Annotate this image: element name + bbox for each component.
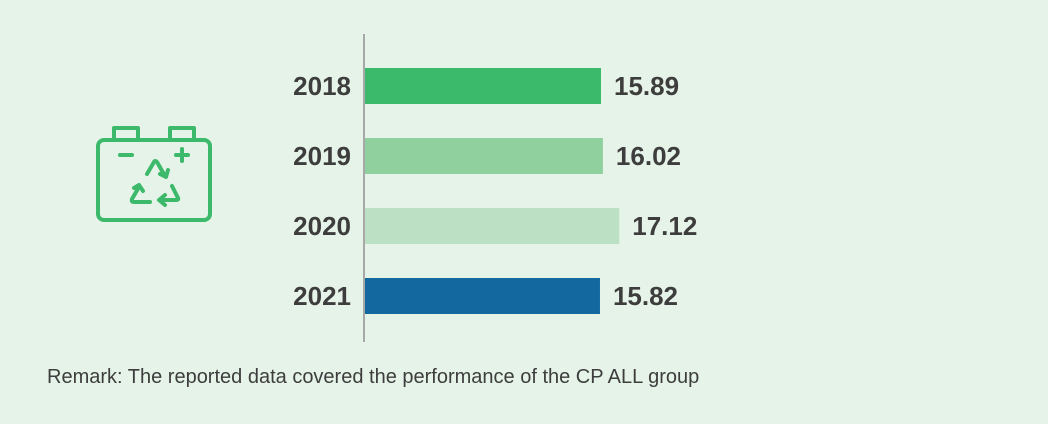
bar-2019 [365, 138, 603, 174]
value-label-2021: 15.82 [613, 281, 678, 311]
bars-group: 2018 15.89 2019 16.02 2020 17.12 2021 15.82 [293, 68, 697, 314]
remark-text: Remark: The reported data covered the pe… [47, 366, 700, 388]
battery-recycle-icon [92, 122, 216, 226]
value-label-2020: 17.12 [632, 211, 697, 241]
category-label-2018: 2018 [293, 71, 351, 101]
bar-2020 [365, 208, 620, 244]
category-label-2020: 2020 [293, 211, 351, 241]
value-label-2019: 16.02 [616, 141, 681, 171]
bar-2021 [365, 278, 600, 314]
value-label-2018: 15.89 [614, 71, 679, 101]
category-label-2019: 2019 [293, 141, 351, 171]
category-label-2021: 2021 [293, 281, 351, 311]
bar-2018 [365, 68, 601, 104]
